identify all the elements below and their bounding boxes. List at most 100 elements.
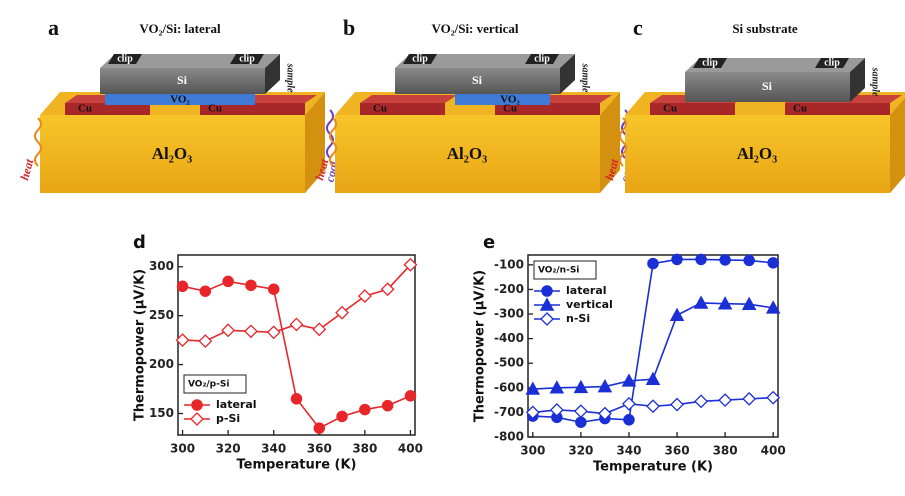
data-point bbox=[381, 399, 394, 412]
data-point bbox=[598, 406, 612, 421]
clip-label: clip bbox=[534, 53, 550, 64]
cu-front bbox=[785, 103, 890, 115]
substrate-label: Al₂O₃ bbox=[152, 144, 192, 163]
data-point bbox=[719, 254, 731, 266]
data-point bbox=[573, 404, 588, 419]
data-point bbox=[199, 285, 212, 297]
cu-front bbox=[495, 103, 600, 115]
legend-label: lateral bbox=[566, 284, 607, 297]
plot-frame bbox=[177, 254, 416, 436]
x-tick-label: 380 bbox=[352, 442, 377, 456]
x-tick-label: 300 bbox=[170, 442, 195, 456]
legend-title: VO₂/p-Si bbox=[188, 380, 229, 390]
si-side bbox=[265, 54, 280, 94]
clip-label: clip bbox=[239, 53, 255, 64]
x-tick-label: 320 bbox=[568, 444, 593, 458]
data-point bbox=[765, 300, 781, 314]
data-point bbox=[694, 394, 708, 409]
substrate-label: Al₂O₃ bbox=[447, 144, 487, 163]
data-point bbox=[573, 379, 589, 394]
clip-label: clip bbox=[824, 57, 840, 68]
data-point bbox=[549, 403, 564, 417]
data-point bbox=[221, 323, 236, 338]
x-tick-label: 340 bbox=[616, 444, 641, 458]
legend-label: n-Si bbox=[566, 312, 590, 325]
legend-label: vertical bbox=[566, 298, 613, 311]
cu-label: Cu bbox=[793, 103, 807, 115]
legend-marker bbox=[191, 399, 203, 411]
clip bbox=[525, 54, 559, 64]
data-point bbox=[647, 257, 659, 270]
panel-label: d bbox=[133, 232, 146, 253]
x-tick-label: 360 bbox=[307, 442, 332, 456]
data-point bbox=[176, 280, 189, 293]
si-side bbox=[850, 58, 865, 102]
cu-label: Cu bbox=[663, 103, 677, 115]
data-point bbox=[742, 391, 757, 406]
heat-wave bbox=[619, 117, 627, 167]
si-label: Si bbox=[177, 73, 188, 87]
x-tick-label: 300 bbox=[520, 444, 545, 458]
cu-front bbox=[650, 103, 735, 115]
substrate-label: Al₂O₃ bbox=[737, 144, 777, 163]
data-point bbox=[198, 334, 213, 349]
data-point bbox=[670, 397, 684, 412]
substrate-front bbox=[335, 115, 600, 193]
data-point bbox=[646, 399, 660, 414]
si-label: Si bbox=[762, 79, 773, 93]
x-tick-label: 360 bbox=[665, 444, 690, 458]
y-axis-label: Thermopower (μV/K) bbox=[133, 269, 148, 421]
data-point bbox=[266, 325, 281, 340]
heat-label: heat bbox=[17, 157, 36, 182]
x-tick-label: 380 bbox=[713, 444, 738, 458]
heat-wave bbox=[34, 117, 42, 167]
vo2-label: VO₂ bbox=[500, 94, 520, 106]
y-tick-label: 300 bbox=[149, 259, 174, 273]
data-point bbox=[717, 296, 733, 310]
diagram: clipclipSiVO₂CuCusampleAl₂O₃heatcoolbVO₂… bbox=[312, 15, 636, 193]
data-point bbox=[175, 333, 190, 348]
panel-title: VO₂/Si: lateral bbox=[139, 21, 221, 36]
data-point bbox=[313, 422, 326, 434]
data-point bbox=[245, 279, 257, 292]
x-tick-label: 400 bbox=[761, 444, 786, 458]
data-point bbox=[549, 380, 565, 394]
legend-marker bbox=[541, 285, 553, 297]
data-point bbox=[671, 253, 683, 266]
legend-marker bbox=[539, 297, 555, 311]
y-tick-label: -300 bbox=[494, 307, 524, 321]
x-tick-label: 400 bbox=[398, 442, 423, 456]
data-point bbox=[525, 405, 540, 420]
legend-marker bbox=[540, 312, 554, 326]
clip bbox=[403, 54, 437, 64]
legend-label: p-Si bbox=[216, 412, 240, 425]
x-tick-label: 320 bbox=[216, 442, 241, 456]
y-tick-label: -200 bbox=[494, 282, 524, 296]
data-point bbox=[766, 390, 781, 405]
y-tick-label: 150 bbox=[149, 406, 174, 420]
clip bbox=[693, 58, 727, 68]
panel-label: c bbox=[633, 15, 643, 40]
sample-label: sample bbox=[870, 67, 881, 97]
data-point bbox=[403, 257, 418, 272]
data-point bbox=[289, 317, 304, 332]
y-tick-label: -800 bbox=[494, 430, 524, 444]
data-point bbox=[718, 393, 733, 408]
substrate-front bbox=[625, 115, 890, 193]
legend-title-box bbox=[183, 374, 247, 394]
y-tick-label: -100 bbox=[494, 257, 524, 271]
data-point bbox=[669, 307, 685, 322]
panel-label: a bbox=[48, 15, 59, 40]
data-point bbox=[623, 414, 635, 426]
si-front bbox=[100, 68, 265, 94]
sample-label: sample bbox=[580, 63, 591, 93]
data-point bbox=[741, 296, 757, 310]
clip-label: clip bbox=[412, 53, 428, 64]
data-point bbox=[404, 390, 417, 402]
data-point bbox=[693, 295, 709, 309]
y-axis-label: Thermopower (μV/K) bbox=[473, 270, 488, 422]
vo2-layer bbox=[105, 94, 255, 105]
sample-label: sample bbox=[285, 63, 296, 93]
cu-label: Cu bbox=[503, 103, 517, 115]
